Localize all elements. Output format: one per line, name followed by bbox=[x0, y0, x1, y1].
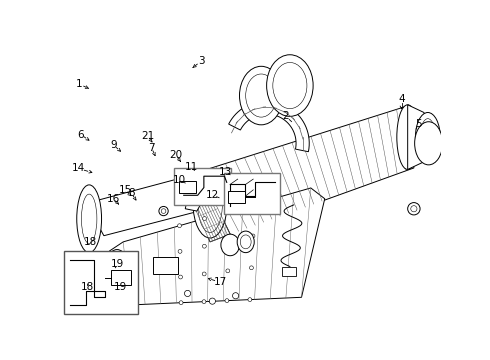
Ellipse shape bbox=[237, 231, 254, 253]
Circle shape bbox=[178, 249, 182, 253]
Circle shape bbox=[227, 210, 231, 213]
Ellipse shape bbox=[195, 177, 204, 189]
Polygon shape bbox=[109, 188, 325, 305]
Ellipse shape bbox=[415, 122, 442, 165]
Circle shape bbox=[202, 300, 206, 303]
Ellipse shape bbox=[267, 55, 313, 116]
Bar bbox=[282, 266, 296, 276]
Ellipse shape bbox=[77, 185, 101, 253]
Ellipse shape bbox=[193, 169, 227, 238]
Bar bbox=[228, 191, 245, 203]
Text: 16: 16 bbox=[107, 194, 120, 204]
Polygon shape bbox=[197, 106, 414, 234]
Bar bbox=[111, 270, 131, 285]
Circle shape bbox=[161, 209, 166, 213]
Text: 18: 18 bbox=[84, 237, 97, 247]
Circle shape bbox=[159, 206, 168, 216]
Text: 19: 19 bbox=[111, 260, 124, 269]
Bar bbox=[64, 251, 138, 314]
Bar bbox=[179, 181, 196, 193]
Circle shape bbox=[227, 239, 231, 243]
Polygon shape bbox=[185, 188, 205, 211]
Text: 7: 7 bbox=[148, 143, 155, 153]
Ellipse shape bbox=[221, 234, 240, 256]
Text: 12: 12 bbox=[206, 190, 219, 200]
Text: 6: 6 bbox=[78, 130, 84, 140]
Ellipse shape bbox=[197, 174, 222, 233]
Circle shape bbox=[408, 203, 420, 215]
Circle shape bbox=[184, 193, 191, 199]
Polygon shape bbox=[408, 105, 430, 170]
Ellipse shape bbox=[103, 249, 131, 305]
Ellipse shape bbox=[273, 62, 307, 109]
Circle shape bbox=[411, 206, 417, 212]
Ellipse shape bbox=[245, 74, 277, 117]
Ellipse shape bbox=[416, 112, 440, 162]
Ellipse shape bbox=[397, 105, 418, 170]
Ellipse shape bbox=[192, 172, 207, 194]
Text: 2: 2 bbox=[282, 111, 289, 121]
Text: 1: 1 bbox=[76, 79, 83, 89]
Ellipse shape bbox=[81, 194, 97, 243]
Text: 19: 19 bbox=[114, 282, 127, 292]
Circle shape bbox=[202, 244, 206, 248]
Bar bbox=[224, 173, 280, 214]
Text: 20: 20 bbox=[170, 150, 182, 161]
Circle shape bbox=[202, 217, 206, 220]
Circle shape bbox=[249, 266, 253, 270]
Circle shape bbox=[225, 299, 229, 302]
Circle shape bbox=[209, 298, 216, 304]
Text: 14: 14 bbox=[72, 163, 85, 174]
Bar bbox=[174, 168, 231, 204]
Text: 10: 10 bbox=[172, 175, 186, 185]
Circle shape bbox=[184, 291, 191, 297]
Ellipse shape bbox=[240, 66, 283, 125]
Text: 15: 15 bbox=[119, 185, 132, 195]
Polygon shape bbox=[229, 101, 309, 152]
Circle shape bbox=[233, 175, 239, 181]
Circle shape bbox=[177, 224, 181, 228]
Text: 13: 13 bbox=[219, 167, 232, 177]
Text: 21: 21 bbox=[141, 131, 154, 141]
Text: 5: 5 bbox=[415, 118, 421, 129]
Circle shape bbox=[253, 202, 256, 206]
Ellipse shape bbox=[108, 257, 126, 297]
Circle shape bbox=[251, 234, 255, 238]
Text: 8: 8 bbox=[128, 188, 135, 198]
Circle shape bbox=[179, 275, 182, 279]
Text: 4: 4 bbox=[398, 94, 405, 104]
Text: 18: 18 bbox=[80, 282, 94, 292]
Text: 17: 17 bbox=[213, 277, 226, 287]
Ellipse shape bbox=[240, 235, 251, 249]
Polygon shape bbox=[181, 170, 230, 242]
Circle shape bbox=[226, 269, 230, 273]
Polygon shape bbox=[86, 178, 199, 236]
Circle shape bbox=[202, 272, 206, 276]
Circle shape bbox=[233, 293, 239, 299]
Ellipse shape bbox=[420, 119, 436, 156]
Circle shape bbox=[209, 183, 216, 189]
Circle shape bbox=[179, 301, 183, 305]
Text: 9: 9 bbox=[110, 140, 117, 150]
Circle shape bbox=[248, 298, 252, 302]
Text: 3: 3 bbox=[197, 56, 204, 66]
Text: 11: 11 bbox=[185, 162, 198, 172]
Bar bbox=[153, 257, 177, 274]
